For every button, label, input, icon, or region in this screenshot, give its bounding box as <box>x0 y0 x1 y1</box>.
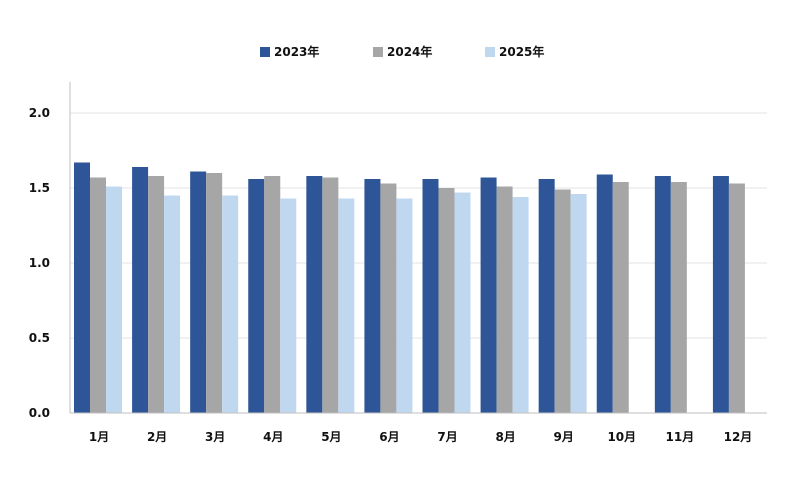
y-tick-label: 1.5 <box>29 181 50 195</box>
legend-swatch-2024 <box>373 46 383 57</box>
bar-2023年-10月 <box>596 174 613 413</box>
x-tick-label: 12月 <box>724 430 753 444</box>
x-tick-label: 2月 <box>147 430 167 444</box>
legend-swatch-2025 <box>485 46 495 57</box>
bar-2025年-8月 <box>512 197 529 413</box>
bar-2024年-4月 <box>264 176 281 413</box>
bar-2024年-2月 <box>148 176 165 413</box>
bar-2025年-6月 <box>396 198 413 413</box>
bar-2023年-1月 <box>74 162 90 413</box>
bar-2024年-6月 <box>380 183 397 413</box>
legend: 2023年 2024年 2025年 <box>0 43 800 63</box>
x-tick-label: 5月 <box>321 430 341 444</box>
x-tick-label: 1月 <box>89 430 109 444</box>
bar-2024年-9月 <box>554 189 571 413</box>
legend-item-2024: 2024年 <box>373 43 432 60</box>
x-axis-ticks: 1月 2月 3月 4月 5月 6月 7月 8月 9月 10月 11月 12月 <box>89 430 752 444</box>
bar-2023年-6月 <box>364 179 381 413</box>
legend-label-2024: 2024年 <box>387 45 433 59</box>
bar-2023年-12月 <box>712 176 729 413</box>
legend-item-2025: 2025年 <box>485 43 544 60</box>
bar-2025年-5月 <box>338 198 355 413</box>
bar-2023年-8月 <box>480 177 497 413</box>
bar-2025年-7月 <box>454 192 471 413</box>
bar-2023年-11月 <box>654 176 671 413</box>
bar-2023年-2月 <box>132 167 149 413</box>
bar-2025年-3月 <box>222 195 239 413</box>
legend-label-2025: 2025年 <box>499 45 545 59</box>
y-tick-label: 1.0 <box>29 256 50 270</box>
bar-2024年-11月 <box>670 182 687 413</box>
x-tick-label: 9月 <box>554 430 574 444</box>
x-tick-label: 8月 <box>495 430 515 444</box>
y-tick-label: 2.0 <box>29 106 50 120</box>
bar-2024年-1月 <box>90 177 106 413</box>
bar-2025年-9月 <box>570 194 587 413</box>
bar-2023年-3月 <box>190 171 207 413</box>
gridlines <box>70 112 767 339</box>
legend-swatch-2023 <box>260 46 270 57</box>
y-tick-label: 0.0 <box>29 406 50 420</box>
legend-label-2023: 2023年 <box>274 45 320 59</box>
bar-2025年-2月 <box>164 195 181 413</box>
bar-2023年-4月 <box>248 179 265 413</box>
bar-2025年-4月 <box>280 198 297 413</box>
bar-2023年-7月 <box>422 179 439 413</box>
x-tick-label: 4月 <box>263 430 283 444</box>
bar-2025年-1月 <box>106 186 122 413</box>
bar-2024年-12月 <box>728 183 745 413</box>
bars <box>74 162 745 413</box>
x-tick-label: 6月 <box>379 430 399 444</box>
legend-item-2023: 2023年 <box>260 43 319 60</box>
bar-2024年-7月 <box>438 188 455 413</box>
y-axis-ticks: 0.0 0.5 1.0 1.5 2.0 <box>29 106 50 420</box>
x-tick-label: 10月 <box>607 430 636 444</box>
y-tick-label: 0.5 <box>29 331 50 345</box>
bar-2024年-5月 <box>322 177 339 413</box>
x-tick-label: 3月 <box>205 430 225 444</box>
x-tick-label: 11月 <box>666 430 695 444</box>
bar-2024年-8月 <box>496 186 513 413</box>
bar-2023年-9月 <box>538 179 555 413</box>
bar-2024年-3月 <box>206 173 223 413</box>
bar-2024年-10月 <box>612 182 629 413</box>
x-tick-label: 7月 <box>437 430 457 444</box>
bar-2023年-5月 <box>306 176 323 413</box>
